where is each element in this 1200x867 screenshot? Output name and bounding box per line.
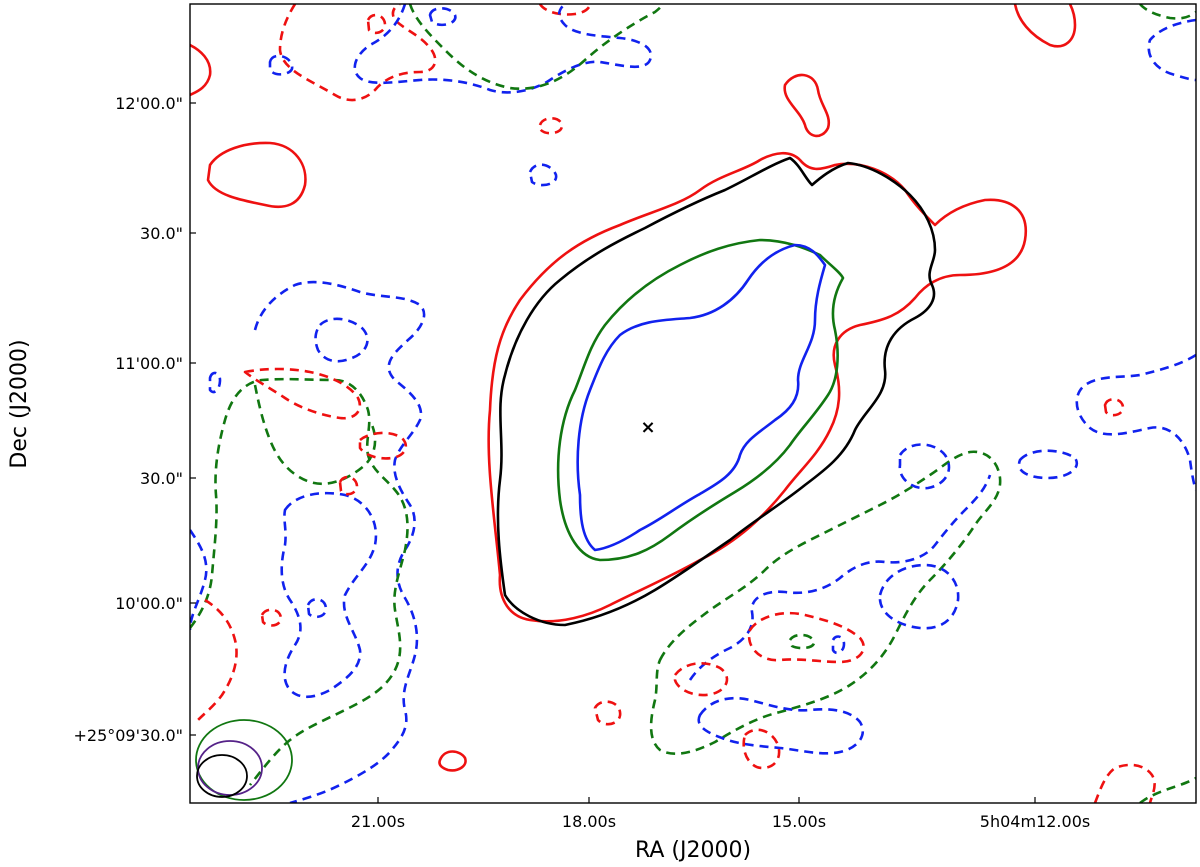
contour-red-dashed-top <box>278 4 437 102</box>
contour-blue-dashed-left-outer <box>253 280 426 803</box>
contour-blue-dashed-top-small1 <box>268 54 294 76</box>
y-tick-label: 30.0" <box>140 469 183 488</box>
source-marker: × <box>640 417 655 438</box>
x-tick-label: 5h04m12.00s <box>980 812 1090 831</box>
y-tick-label: 30.0" <box>140 224 183 243</box>
contour-green-solid <box>556 238 845 562</box>
contour-blue-dashed-left-edge <box>190 529 208 631</box>
contour-red-solid-blob-bottom <box>438 750 467 772</box>
contour-blue-dashed-small-lowright <box>831 635 846 655</box>
contour-green-dashed-bottomright <box>1139 776 1196 803</box>
y-tick-label: 12'00.0" <box>115 94 183 113</box>
contour-blue-dashed-lowright2 <box>878 563 960 630</box>
contour-red-dashed-small-top2 <box>538 116 564 135</box>
contour-red-dashed-lowright3 <box>742 728 781 770</box>
contour-green-dashed-topright <box>1139 4 1196 20</box>
contour-red-dashed-lowright <box>747 611 865 664</box>
contour-green-dashed-small-lowright <box>788 633 816 650</box>
contour-layer <box>190 4 1196 803</box>
contour-blue-dashed-right <box>1075 353 1196 491</box>
contour-blue-dashed-top-small3 <box>528 163 558 187</box>
contour-red-solid-blob-top <box>783 73 831 138</box>
contour-red-solid-outer <box>487 151 1028 623</box>
beam-green <box>195 719 293 801</box>
contour-red-dashed-small-low <box>593 700 622 726</box>
contour-red-solid-blob-left <box>206 141 307 209</box>
x-tick-label: 21.00s <box>351 812 405 831</box>
contour-red-dashed-left <box>243 367 362 420</box>
contour-red-dashed-left-small2 <box>260 608 283 627</box>
y-tick-label: 11'00.0" <box>115 354 183 373</box>
contour-red-dashed-bottomright <box>1093 763 1156 803</box>
y-tick-label: 10'00.0" <box>115 594 183 613</box>
x-axis-label: RA (J2000) <box>635 838 751 863</box>
contour-red-dashed-left-low <box>197 598 238 721</box>
contour-blue-dashed-topright <box>1147 18 1196 82</box>
x-tick-label: 18.00s <box>562 812 616 831</box>
contour-red-solid-blob-topleft <box>190 43 212 97</box>
x-axis: 21.00s 18.00s 15.00s 5h04m12.00s <box>351 797 1090 831</box>
contour-blue-dashed-lowright <box>688 474 992 681</box>
y-axis: 12'00.0" 30.0" 11'00.0" 30.0" 10'00.0" +… <box>73 94 196 745</box>
contour-blue-dashed-lowright4 <box>1017 449 1078 480</box>
contour-red-dashed-left-small <box>338 475 359 496</box>
x-tick-label: 15.00s <box>772 812 826 831</box>
contour-red-dashed-topmid <box>538 4 592 16</box>
contour-red-solid-blob-topright <box>1013 4 1077 48</box>
beam-purple <box>197 740 263 796</box>
contour-blue-dashed-lowright3 <box>898 443 951 490</box>
contour-red-dashed-right-small <box>1103 397 1125 417</box>
contour-green-dashed-left2 <box>253 384 377 486</box>
contour-green-dashed-lowright <box>649 450 1002 755</box>
contour-blue-dashed-left-inner <box>314 317 369 363</box>
contour-blue-dashed-left-inner2 <box>280 491 378 699</box>
plot-frame <box>189 3 1197 804</box>
contour-red-dashed-left2 <box>358 431 408 460</box>
contour-blue-solid <box>576 243 827 552</box>
y-tick-label: +25°09'30.0" <box>73 726 183 745</box>
contour-green-dashed-top <box>408 4 664 90</box>
contour-blue-dashed-top-small2 <box>428 6 457 27</box>
contour-blue-dashed-left-small <box>208 371 222 394</box>
beam-black <box>196 754 248 798</box>
contour-blue-dashed-lowright5 <box>697 696 865 755</box>
contour-black-solid <box>496 156 937 627</box>
contour-blue-dashed-top <box>353 4 653 94</box>
contour-red-dashed-small-top1 <box>366 13 387 35</box>
contour-red-dashed-lowright2 <box>673 661 729 697</box>
contour-blue-dashed-left-small2 <box>306 598 328 619</box>
y-axis-label: Dec (J2000) <box>7 339 32 468</box>
